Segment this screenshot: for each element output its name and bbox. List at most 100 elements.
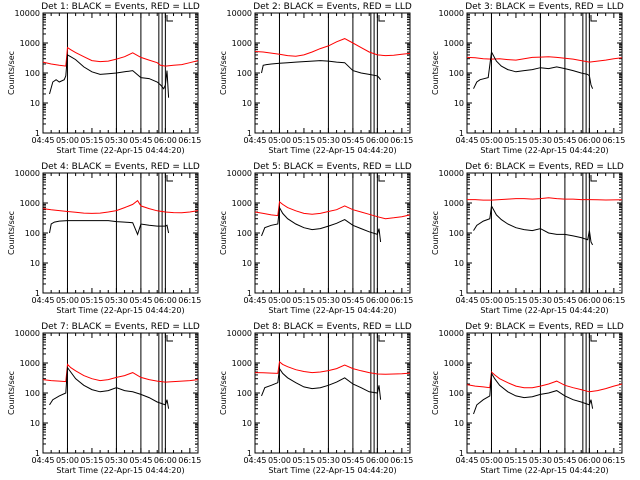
- chart-9-x-axis-label: Start Time (22-Apr-15 04:44:20): [480, 466, 608, 475]
- chart-6-plot-frame: [466, 172, 623, 294]
- chart-9-x-tick-label: 05:15: [504, 456, 527, 465]
- chart-7-x-axis-label: Start Time (22-Apr-15 04:44:20): [56, 466, 184, 475]
- chart-1-x-tick-label: 05:45: [129, 136, 152, 145]
- chart-9: Det 9: BLACK = Events, RED = LLD 1 10 100 10…: [431, 322, 625, 475]
- chart-5-black-events-series: [261, 205, 382, 243]
- chart-8-plot-frame: [254, 332, 411, 454]
- chart-5-x-axis-label: Start Time (22-Apr-15 04:44:20): [268, 306, 396, 315]
- chart-4-title: Det 4: BLACK = Events, RED = LLD: [41, 162, 200, 172]
- chart-3-title: Det 3: BLACK = Events, RED = LLD: [465, 2, 624, 12]
- chart-6-y-axis-label: Counts/sec: [431, 211, 440, 255]
- chart-6-x-tick-label: 05:15: [504, 296, 527, 305]
- chart-3-x-tick-label: 04:45: [455, 136, 478, 145]
- chart-1-y-tick-label: 1: [35, 129, 40, 138]
- chart-5-x-tick-label: 04:45: [243, 296, 266, 305]
- chart-3-y-tick-label: 1: [459, 129, 464, 138]
- chart-8-red-lld-series: [254, 360, 411, 375]
- chart-1-x-tick-label: 05:00: [56, 136, 79, 145]
- chart-9-x-tick-label: 06:00: [578, 456, 601, 465]
- chart-6-x-tick-label: 06:15: [602, 296, 625, 305]
- chart-5-bracket-mark: [378, 175, 385, 182]
- chart-8-y-axis-label: Counts/sec: [219, 371, 228, 415]
- chart-2-black-events-series: [261, 60, 381, 81]
- chart-5-y-tick-label: 1: [247, 289, 252, 298]
- chart-9-black-events-series: [473, 371, 594, 415]
- chart-7-title: Det 7: BLACK = Events, RED = LLD: [41, 322, 200, 332]
- chart-7-y-axis-label: Counts/sec: [7, 371, 16, 415]
- chart-2-x-tick-label: 05:45: [341, 136, 364, 145]
- chart-4-black-events-series: [49, 220, 170, 236]
- chart-1-x-tick-label: 06:00: [154, 136, 177, 145]
- chart-1-y-tick-label: 10: [30, 99, 40, 108]
- chart-8-black-events-series: [261, 367, 382, 400]
- chart-9-x-tick-label: 05:30: [529, 456, 552, 465]
- chart-2-x-tick-label: 04:45: [243, 136, 266, 145]
- chart-6-y-tick-label: 1: [459, 289, 464, 298]
- chart-4: Det 4: BLACK = Events, RED = LLD 1 10 100 10…: [7, 162, 201, 315]
- chart-4-x-tick-label: 06:00: [154, 296, 177, 305]
- chart-6-y-tick-label: 10000: [439, 169, 464, 178]
- chart-7-y-tick-label: 100: [25, 389, 40, 398]
- chart-2-y-axis-label: Counts/sec: [219, 51, 228, 95]
- chart-1-bracket-mark: [166, 15, 173, 22]
- chart-4-bracket-mark: [166, 175, 173, 182]
- chart-9-y-tick-label: 1: [459, 449, 464, 458]
- chart-9-y-tick-label: 100: [449, 389, 464, 398]
- chart-8-x-tick-label: 05:45: [341, 456, 364, 465]
- chart-8-x-axis-label: Start Time (22-Apr-15 04:44:20): [268, 466, 396, 475]
- chart-8-x-tick-label: 05:00: [268, 456, 291, 465]
- chart-7-x-tick-label: 05:45: [129, 456, 152, 465]
- chart-6-bracket-mark: [590, 175, 597, 182]
- chart-8-x-tick-label: 06:15: [390, 456, 413, 465]
- chart-4-y-tick-label: 10000: [15, 169, 40, 178]
- chart-5-title: Det 5: BLACK = Events, RED = LLD: [253, 162, 412, 172]
- chart-1-x-tick-label: 05:15: [80, 136, 103, 145]
- chart-2-x-tick-label: 05:00: [268, 136, 291, 145]
- chart-4-plot-frame: [42, 172, 199, 294]
- chart-6-red-lld-series: [467, 197, 623, 201]
- chart-4-y-axis-label: Counts/sec: [7, 211, 16, 255]
- chart-2-y-tick-label: 100: [237, 69, 252, 78]
- chart-5-y-tick-label: 10: [242, 259, 252, 268]
- chart-3-x-tick-label: 06:00: [578, 136, 601, 145]
- chart-4-x-tick-label: 05:30: [105, 296, 128, 305]
- chart-6-x-tick-label: 04:45: [455, 296, 478, 305]
- chart-7-x-tick-label: 05:00: [56, 456, 79, 465]
- chart-4-x-tick-label: 05:15: [80, 296, 103, 305]
- chart-9-x-tick-label: 06:15: [602, 456, 625, 465]
- chart-6: Det 6: BLACK = Events, RED = LLD 1 10 100 10…: [431, 162, 625, 315]
- chart-2-red-lld-series: [254, 38, 411, 57]
- chart-1-black-events-series: [49, 54, 170, 98]
- chart-3-x-axis-label: Start Time (22-Apr-15 04:44:20): [480, 146, 608, 155]
- chart-2-bracket-mark: [378, 15, 385, 22]
- chart-1-title: Det 1: BLACK = Events, RED = LLD: [41, 2, 200, 12]
- chart-4-y-tick-label: 1: [35, 289, 40, 298]
- chart-5-x-tick-label: 05:15: [292, 296, 315, 305]
- chart-8-x-tick-label: 05:30: [317, 456, 340, 465]
- chart-3-y-tick-label: 1000: [444, 39, 464, 48]
- chart-7-x-tick-label: 05:30: [105, 456, 128, 465]
- chart-9-bracket-mark: [590, 335, 597, 342]
- chart-5-x-tick-label: 06:15: [390, 296, 413, 305]
- chart-5-y-tick-label: 1000: [232, 199, 252, 208]
- chart-4-x-tick-label: 05:45: [129, 296, 152, 305]
- chart-8-y-tick-label: 10: [242, 419, 252, 428]
- chart-8-y-tick-label: 1: [247, 449, 252, 458]
- chart-3-y-tick-label: 10: [454, 99, 464, 108]
- chart-5-x-tick-label: 05:30: [317, 296, 340, 305]
- chart-3-x-tick-label: 05:45: [553, 136, 576, 145]
- chart-5: Det 5: BLACK = Events, RED = LLD 1 10 100 10…: [219, 162, 413, 315]
- chart-9-title: Det 9: BLACK = Events, RED = LLD: [465, 322, 624, 332]
- chart-9-x-tick-label: 05:00: [480, 456, 503, 465]
- chart-3-x-tick-label: 05:00: [480, 136, 503, 145]
- chart-2: Det 2: BLACK = Events, RED = LLD 1 10 100 10…: [219, 2, 413, 155]
- chart-1: Det 1: BLACK = Events, RED = LLD 1 10 100 10…: [7, 2, 201, 155]
- chart-3-x-tick-label: 05:15: [504, 136, 527, 145]
- chart-4-y-tick-label: 10: [30, 259, 40, 268]
- chart-7-y-tick-label: 10000: [15, 329, 40, 338]
- chart-4-x-tick-label: 05:00: [56, 296, 79, 305]
- chart-3-red-lld-series: [466, 56, 623, 63]
- chart-5-y-tick-label: 100: [237, 229, 252, 238]
- chart-4-x-tick-label: 06:15: [178, 296, 201, 305]
